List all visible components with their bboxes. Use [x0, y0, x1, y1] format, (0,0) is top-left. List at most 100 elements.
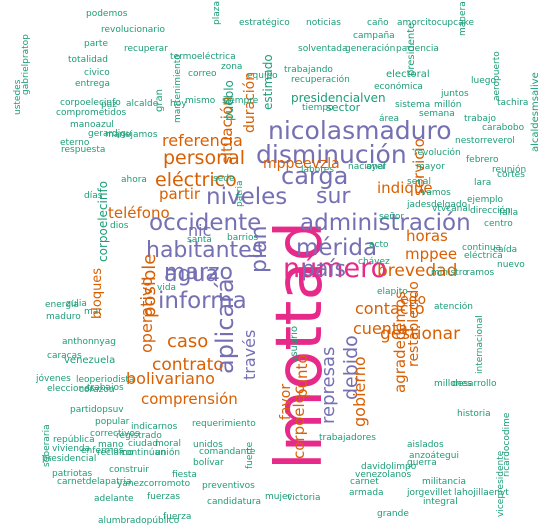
cloud-word: contrato [152, 355, 224, 375]
cloud-word: restablecido [406, 281, 422, 367]
cloud-word: parte [84, 39, 108, 49]
cloud-word: termoeléctrica [170, 52, 236, 62]
cloud-word: manera [458, 1, 468, 36]
cloud-word: represas [318, 346, 339, 424]
cloud-word: usuario [289, 325, 300, 363]
cloud-word: historia [457, 409, 491, 419]
cloud-word: trabajando [284, 65, 333, 75]
cloud-word: marzo [164, 260, 233, 285]
cloud-word: gabrielpratop [21, 34, 31, 95]
cloud-word: febrero [466, 155, 499, 165]
cloud-word: cortes [497, 170, 525, 180]
cloud-word: edo [400, 292, 427, 308]
cloud-word: revolucionario [101, 25, 165, 35]
cloud-word: trabajo [464, 114, 496, 124]
cloud-word: comprometidos [56, 108, 127, 118]
cloud-word: generación [345, 44, 396, 54]
cloud-word: sistema [395, 100, 431, 110]
cloud-word: noticias [306, 18, 341, 28]
cloud-word: enfermos [81, 446, 124, 456]
cloud-word: señal [407, 177, 431, 187]
cloud-word: república [53, 435, 95, 445]
cloud-word: corpoelecinfo [60, 98, 121, 108]
cloud-word: equipo [247, 71, 278, 81]
cloud-word: jóvenes [36, 374, 71, 384]
cloud-word: ejemplo [467, 195, 504, 205]
cloud-word: anzoátegui [409, 451, 459, 461]
cloud-word: ciudad [128, 439, 159, 449]
cloud-word: operativo [137, 276, 156, 353]
cloud-word: atención [434, 302, 473, 312]
cloud-word: campaña [353, 31, 395, 41]
cloud-word: favor [278, 383, 294, 420]
cloud-word: ministro [431, 268, 468, 278]
cloud-word: fuerte [245, 441, 255, 469]
cloud-word: mantenimiento [173, 54, 183, 123]
cloud-word: fiesta [172, 470, 197, 480]
cloud-word: alcalde [126, 99, 159, 109]
cloud-word: dios [110, 221, 129, 231]
cloud-word: armada [349, 488, 384, 498]
cloud-word: nic [188, 221, 212, 240]
cloud-word: reunión [492, 165, 527, 175]
cloud-word: ayer [366, 162, 387, 172]
cloud-word: semana [419, 109, 455, 119]
cloud-word: aislados [407, 440, 444, 450]
cloud-word: centro [484, 219, 513, 229]
cloud-word: bolivariano [126, 369, 215, 388]
cloud-word: nuevo [497, 260, 525, 270]
cloud-word: eterno [60, 138, 90, 148]
cloud-word: agua [164, 262, 219, 287]
cloud-word: mano [98, 440, 124, 450]
cloud-word: maduro [46, 312, 81, 322]
cloud-word: sur [316, 184, 351, 209]
cloud-word: desarrollo [452, 379, 497, 389]
cloud-word: davidolimpo [361, 462, 417, 472]
cloud-word: popular [95, 417, 130, 427]
cloud-word: ramos [466, 268, 495, 278]
cloud-word: requerimiento [192, 419, 256, 429]
cloud-word: internacional [475, 315, 485, 374]
cloud-word: bolívar [193, 458, 224, 468]
cloud-word: ustedes [13, 79, 23, 115]
cloud-word: mar [84, 307, 102, 317]
cloud-word: área [379, 114, 400, 124]
cloud-word: teléfono [108, 204, 170, 222]
cloud-word: eléctrico [155, 169, 237, 191]
cloud-word: vivienda [52, 444, 91, 454]
cloud-word: revolución [414, 148, 461, 158]
cloud-word: tachira [497, 98, 529, 108]
cloud-word: lahojillaenvt [454, 488, 509, 498]
cloud-word: victoria [287, 493, 321, 503]
cloud-word: electoral [386, 69, 430, 80]
cloud-word: construir [109, 465, 149, 475]
cloud-word: caída [493, 245, 518, 255]
cloud-word: gerardjgu [88, 129, 132, 139]
cloud-word: energía [45, 300, 80, 310]
cloud-word: corazón [79, 385, 115, 395]
cloud-word: mayor [416, 162, 445, 172]
cloud-word: zulia [66, 299, 87, 309]
cloud-word: caracas [47, 351, 82, 361]
cloud-word: totalidad [68, 55, 109, 65]
cloud-word: aeropuerto [492, 51, 502, 101]
cloud-word: carnetdelapatria [57, 477, 132, 487]
cloud-word: presidencial [42, 454, 97, 464]
cloud-word: hoy [170, 99, 187, 109]
cloud-word: paz [101, 100, 117, 110]
cloud-word: podemos [86, 9, 128, 19]
cloud-word: santa [187, 235, 212, 245]
cloud-word: adelante [94, 494, 134, 504]
cloud-word: falla [499, 208, 519, 218]
cloud-word: días [84, 191, 103, 201]
cloud-word: entrega [75, 79, 111, 89]
cloud-word: niveles [206, 184, 288, 210]
cloud-word: carga [281, 162, 349, 190]
cloud-word: económica [374, 82, 423, 92]
cloud-word: manejamos [105, 130, 158, 140]
cloud-word: integral [423, 497, 458, 507]
cloud-word: militancia [422, 477, 466, 487]
cloud-word: fuerzas [147, 492, 181, 502]
cloud-word: patriotas [52, 469, 93, 479]
